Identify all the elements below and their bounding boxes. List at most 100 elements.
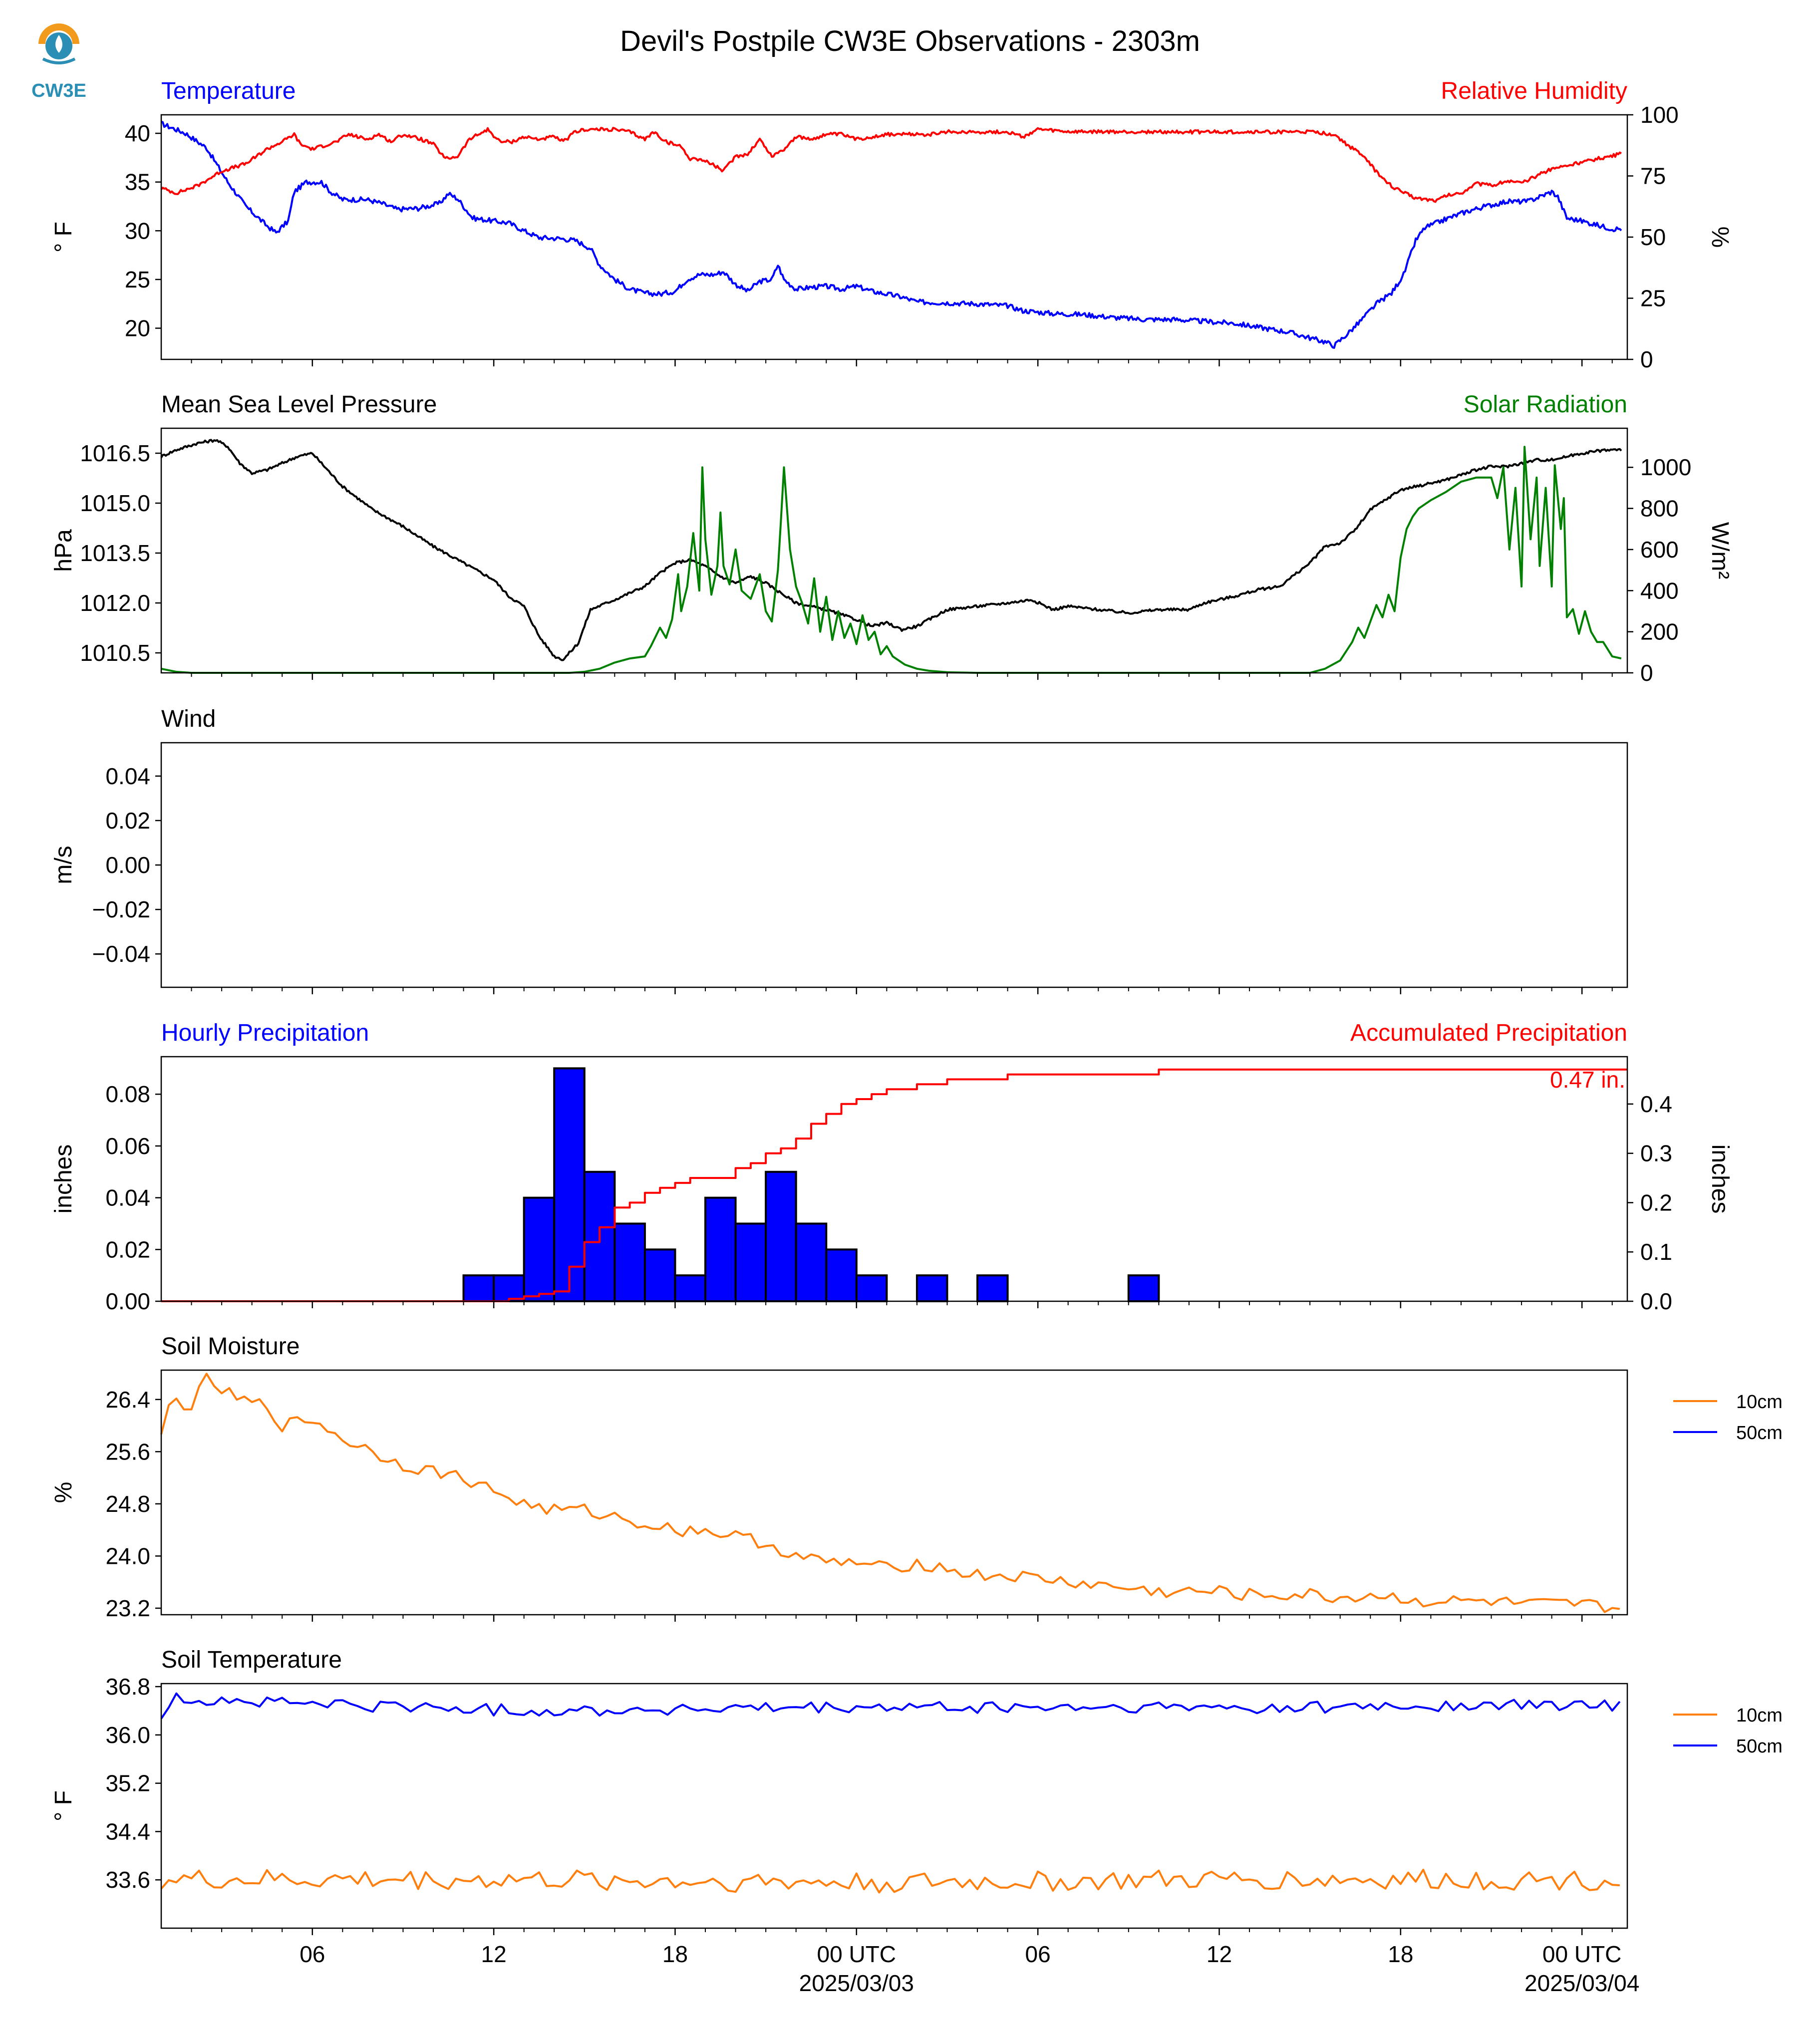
accumulated-total-label: 0.47 in. — [1550, 1067, 1625, 1093]
y-tick-label: 24.8 — [105, 1491, 150, 1517]
series-solar-radiation — [161, 446, 1622, 674]
y2-tick-label: 0.1 — [1640, 1239, 1672, 1265]
y-tick-label: −0.02 — [92, 896, 150, 922]
precip-bar — [553, 1067, 586, 1302]
x-tick-label: 00 UTC — [1542, 1941, 1621, 1967]
precip-bar — [976, 1274, 1009, 1303]
y2-tick-label: 1000 — [1640, 454, 1691, 480]
y2-tick-label: 0 — [1640, 660, 1653, 686]
y-axis-label: inches — [50, 1145, 77, 1214]
y2-tick-label: 0.0 — [1640, 1288, 1672, 1314]
panel-frame — [160, 114, 1628, 360]
y-tick-label: 1012.0 — [80, 590, 150, 616]
x-tick-label: 06 — [1025, 1941, 1051, 1967]
y-tick-label: 30 — [125, 218, 150, 244]
y-tick-label: −0.04 — [92, 941, 150, 967]
panel-left-title: Temperature — [161, 78, 296, 104]
y-axis-label: ° F — [50, 1790, 77, 1821]
y-tick-label: 40 — [125, 120, 150, 146]
precip-bar — [704, 1196, 737, 1302]
precip-bar — [643, 1248, 676, 1303]
panel-soil_moist: Soil Moisture 23.2 24.0 24.8 25.6 26.4% 10cm 50… — [50, 1333, 1783, 1622]
panel-left-title: Soil Moisture — [161, 1333, 300, 1360]
x-tick-date: 2025/03/04 — [1524, 1970, 1639, 1996]
cw3e-logo: CW3E — [31, 23, 86, 101]
x-tick-label: 12 — [1207, 1941, 1232, 1967]
y2-tick-label: 75 — [1640, 163, 1666, 189]
y2-tick-label: 0.4 — [1640, 1091, 1672, 1117]
panel-soil_temp: Soil Temperature 33.6 34.4 35.2 36.0 36.8 ° F 0… — [50, 1647, 1783, 1996]
y2-tick-label: 50 — [1640, 224, 1666, 250]
series-temperature — [161, 120, 1622, 349]
precip-bar — [462, 1274, 495, 1303]
y-axis-label: m/s — [50, 846, 77, 884]
series-10cm — [160, 1373, 1620, 1613]
y-tick-label: 0.08 — [105, 1081, 150, 1107]
y2-tick-label: 0 — [1640, 346, 1653, 372]
y2-tick-label: 0.2 — [1640, 1189, 1672, 1215]
panel-right-title: Accumulated Precipitation — [1350, 1020, 1627, 1046]
y2-axis-label: % — [1707, 227, 1733, 248]
y2-tick-label: 600 — [1640, 537, 1679, 563]
precip-bar — [523, 1196, 556, 1302]
y2-axis-label: inches — [1707, 1145, 1733, 1214]
precip-bar — [734, 1222, 767, 1302]
x-tick-label: 18 — [662, 1941, 688, 1967]
panel-wind: Wind −0.04 −0.02 0.00 0.02 0.04 m/s — [50, 706, 1628, 994]
y-tick-label: 34.4 — [105, 1818, 150, 1844]
y-tick-label: 25.6 — [105, 1439, 150, 1464]
panel-frame — [160, 1056, 1628, 1302]
figure-title: Devil's Postpile CW3E Observations - 230… — [620, 25, 1200, 57]
legend-label: 10cm — [1736, 1705, 1783, 1726]
panel-left-title: Wind — [161, 706, 216, 732]
y-tick-label: 33.6 — [105, 1867, 150, 1893]
y2-tick-label: 800 — [1640, 496, 1679, 522]
x-tick-label: 12 — [481, 1941, 507, 1967]
x-tick-label: 18 — [1388, 1941, 1413, 1967]
panel-right-title: Solar Radiation — [1464, 391, 1627, 418]
y2-tick-label: 25 — [1640, 286, 1666, 311]
panel-temp_rh: Temperature Relative Humidity 20 25 30 35 40 ° … — [50, 78, 1733, 372]
precip-bar — [674, 1274, 707, 1303]
series-mean-sea-level-pressure — [160, 439, 1622, 661]
y-tick-label: 36.8 — [105, 1674, 150, 1700]
panel-frame — [160, 427, 1628, 674]
panel-left-title: Soil Temperature — [161, 1647, 342, 1673]
y-tick-label: 0.02 — [105, 808, 150, 834]
logo-text: CW3E — [31, 80, 86, 101]
y-tick-label: 1013.5 — [80, 540, 150, 566]
panels: Temperature Relative Humidity 20 25 30 35 40 ° … — [50, 78, 1783, 1996]
y-axis-label: hPa — [50, 529, 77, 572]
series-10cm — [160, 1868, 1620, 1894]
panel-left-title: Hourly Precipitation — [161, 1020, 369, 1046]
y-tick-label: 0.06 — [105, 1133, 150, 1159]
panel-frame — [160, 1369, 1628, 1616]
y-tick-label: 1016.5 — [80, 440, 150, 466]
panel-precip: Hourly Precipitation Accumulated Precipit… — [50, 1020, 1733, 1314]
y-tick-label: 0.02 — [105, 1236, 150, 1262]
y-tick-label: 0.00 — [105, 852, 150, 878]
x-tick-label: 00 UTC — [817, 1941, 896, 1967]
y-tick-label: 35.2 — [105, 1770, 150, 1796]
series-relative-humidity — [160, 127, 1622, 203]
precip-bar — [765, 1170, 797, 1302]
precip-bar — [493, 1274, 525, 1303]
panel-mslp_solar: Mean Sea Level Pressure Solar Radiation 10… — [50, 391, 1733, 686]
panel-frame — [160, 742, 1628, 988]
precip-bar — [825, 1248, 858, 1303]
legend-label: 50cm — [1736, 1736, 1783, 1757]
y-tick-label: 0.00 — [105, 1288, 150, 1314]
panel-left-title: Mean Sea Level Pressure — [161, 391, 437, 418]
precip-bar — [915, 1274, 948, 1303]
y-tick-label: 0.04 — [105, 763, 150, 789]
legend-label: 10cm — [1736, 1392, 1783, 1413]
y2-tick-label: 100 — [1640, 102, 1679, 128]
legend-label: 50cm — [1736, 1423, 1783, 1444]
y-tick-label: 0.04 — [105, 1185, 150, 1211]
y2-tick-label: 200 — [1640, 619, 1679, 645]
y2-tick-label: 0.3 — [1640, 1141, 1672, 1166]
y-tick-label: 1015.0 — [80, 490, 150, 516]
y-tick-label: 36.0 — [105, 1722, 150, 1748]
panel-frame — [160, 1683, 1628, 1929]
